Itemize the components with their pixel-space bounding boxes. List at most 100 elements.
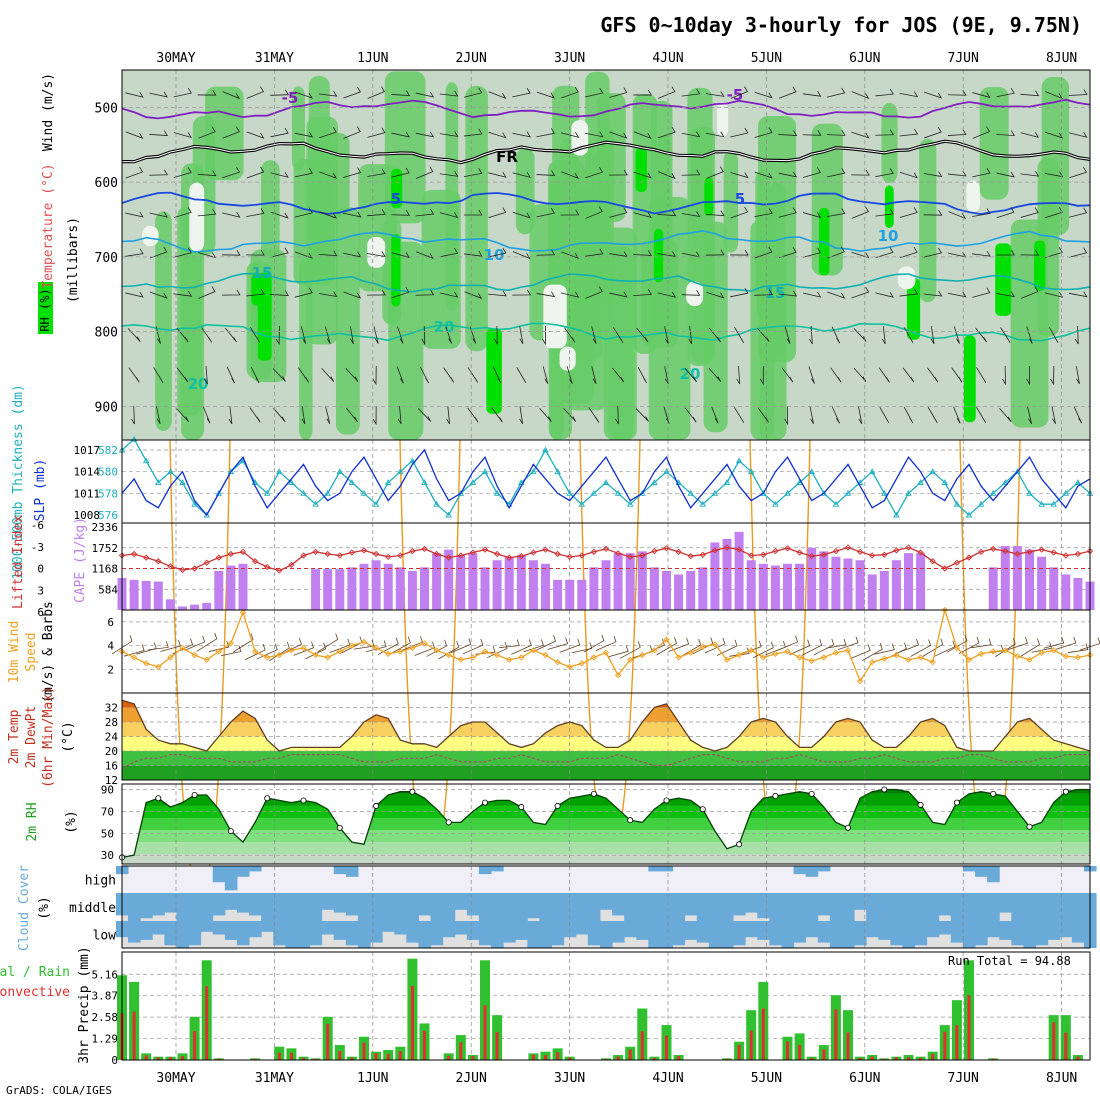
wind-barb xyxy=(372,365,377,386)
wind-barb xyxy=(270,172,289,178)
wind10m-line xyxy=(121,607,1091,683)
thickness-point xyxy=(881,489,888,496)
wind-barb xyxy=(149,91,168,98)
precip-convective-bar xyxy=(471,1056,475,1060)
wind-barb xyxy=(560,291,580,298)
cape-bar xyxy=(843,558,853,610)
cloud-low-bar xyxy=(140,921,153,940)
cloud-low-bar xyxy=(757,921,770,940)
wind-barb xyxy=(397,326,404,344)
wind-barb xyxy=(730,172,749,179)
cloud-low-bar xyxy=(164,921,177,946)
lifted-point xyxy=(614,550,622,557)
wind-barb xyxy=(391,131,410,138)
wind10m-barb xyxy=(559,638,581,653)
wind-barb xyxy=(349,326,354,345)
cloud-middle-bar xyxy=(176,893,190,921)
cape-bar xyxy=(674,574,684,610)
date-label-top: 4JUN xyxy=(652,51,683,66)
wind-barb xyxy=(367,209,386,217)
lifted-point xyxy=(699,551,706,558)
wind10m-barb xyxy=(680,638,702,657)
wind10m-point xyxy=(1062,653,1069,660)
wind-barb xyxy=(1068,291,1088,298)
date-label-bottom: 3JUN xyxy=(554,1071,585,1086)
wind-barb xyxy=(149,291,168,299)
cloud-high-bar xyxy=(975,866,988,877)
thickness-point xyxy=(336,468,344,475)
cloud-low-bar xyxy=(805,921,819,938)
thickness-point xyxy=(1002,479,1009,485)
precip-convective-bar xyxy=(447,1055,451,1060)
rh2m-point xyxy=(808,790,815,797)
wind-barb xyxy=(415,208,435,217)
wind-barb xyxy=(972,92,991,99)
cape-bar xyxy=(746,560,756,610)
cloud-middle-bar xyxy=(1059,893,1073,921)
wind-barb xyxy=(1026,326,1033,344)
wind-barb xyxy=(754,246,773,259)
wind-barb xyxy=(1069,131,1088,138)
lifted-point xyxy=(469,549,477,556)
wind10m-point xyxy=(639,651,646,659)
cloud-low-bar xyxy=(866,921,879,938)
wind10m-barb xyxy=(595,635,617,651)
isotherm-line xyxy=(121,272,1091,293)
cloud-middle-bar xyxy=(478,893,492,921)
isotherm-label: 10 xyxy=(484,246,505,264)
wind-barb xyxy=(270,211,289,219)
cloud-low-bar xyxy=(999,921,1012,940)
wind10m-barb xyxy=(111,635,133,655)
rh2m-point xyxy=(155,795,162,802)
wind10m-barb xyxy=(378,637,399,655)
wind10m-point xyxy=(493,651,501,659)
rh-humid-region xyxy=(687,87,713,366)
wind-barb xyxy=(228,406,233,425)
isotherm-label: 5 xyxy=(735,190,745,208)
wind-barb xyxy=(609,207,628,218)
thickness-point xyxy=(929,468,936,475)
cloud-low-bar xyxy=(987,921,1000,938)
wind-tick-label: 6 xyxy=(107,616,114,629)
wind-barb xyxy=(294,167,313,178)
wind-barb xyxy=(778,171,798,178)
thickness-point xyxy=(203,511,210,518)
wind-barb xyxy=(1051,406,1056,425)
wind-barb xyxy=(325,406,331,424)
cloud-middle-bar xyxy=(926,893,940,921)
wind-barb xyxy=(420,366,429,384)
thickness-point xyxy=(1014,468,1021,475)
wind-barb xyxy=(899,288,919,297)
wind-barb xyxy=(127,328,141,342)
wind-barb xyxy=(615,405,619,425)
rh2m-point xyxy=(227,828,234,835)
thickness-point xyxy=(227,468,235,475)
cloud-middle-bar xyxy=(624,893,637,921)
wind10m-point xyxy=(360,638,368,646)
thickness-point xyxy=(191,500,198,507)
wind10m-point xyxy=(336,648,343,655)
wind-barb xyxy=(809,325,813,345)
thickness-point xyxy=(687,489,694,496)
wind-barb xyxy=(488,131,507,139)
wind-barb xyxy=(542,325,546,346)
wind10m-point xyxy=(469,654,477,661)
wind10m-point xyxy=(784,648,791,655)
wind10m-point xyxy=(276,651,283,659)
lifted-point xyxy=(397,552,404,559)
cape-bar xyxy=(226,565,236,610)
precip-convective-bar xyxy=(725,1058,729,1060)
cape-bar xyxy=(1012,546,1022,610)
rh2m-tick-label: 90 xyxy=(101,783,114,796)
thickness-point xyxy=(602,479,610,485)
rh-humid-region xyxy=(465,85,488,352)
rh-axis-label: RH (%) xyxy=(38,288,52,331)
rh2m-point xyxy=(481,799,488,806)
rh2m-point xyxy=(953,799,960,806)
wind10m-barb xyxy=(269,641,290,662)
cloud-low-bar xyxy=(612,921,625,943)
wind10m-barb xyxy=(281,638,302,655)
wind-barb xyxy=(899,171,918,179)
lifted-point xyxy=(687,553,694,560)
rh2m-axis-unit: (%) xyxy=(64,810,79,833)
